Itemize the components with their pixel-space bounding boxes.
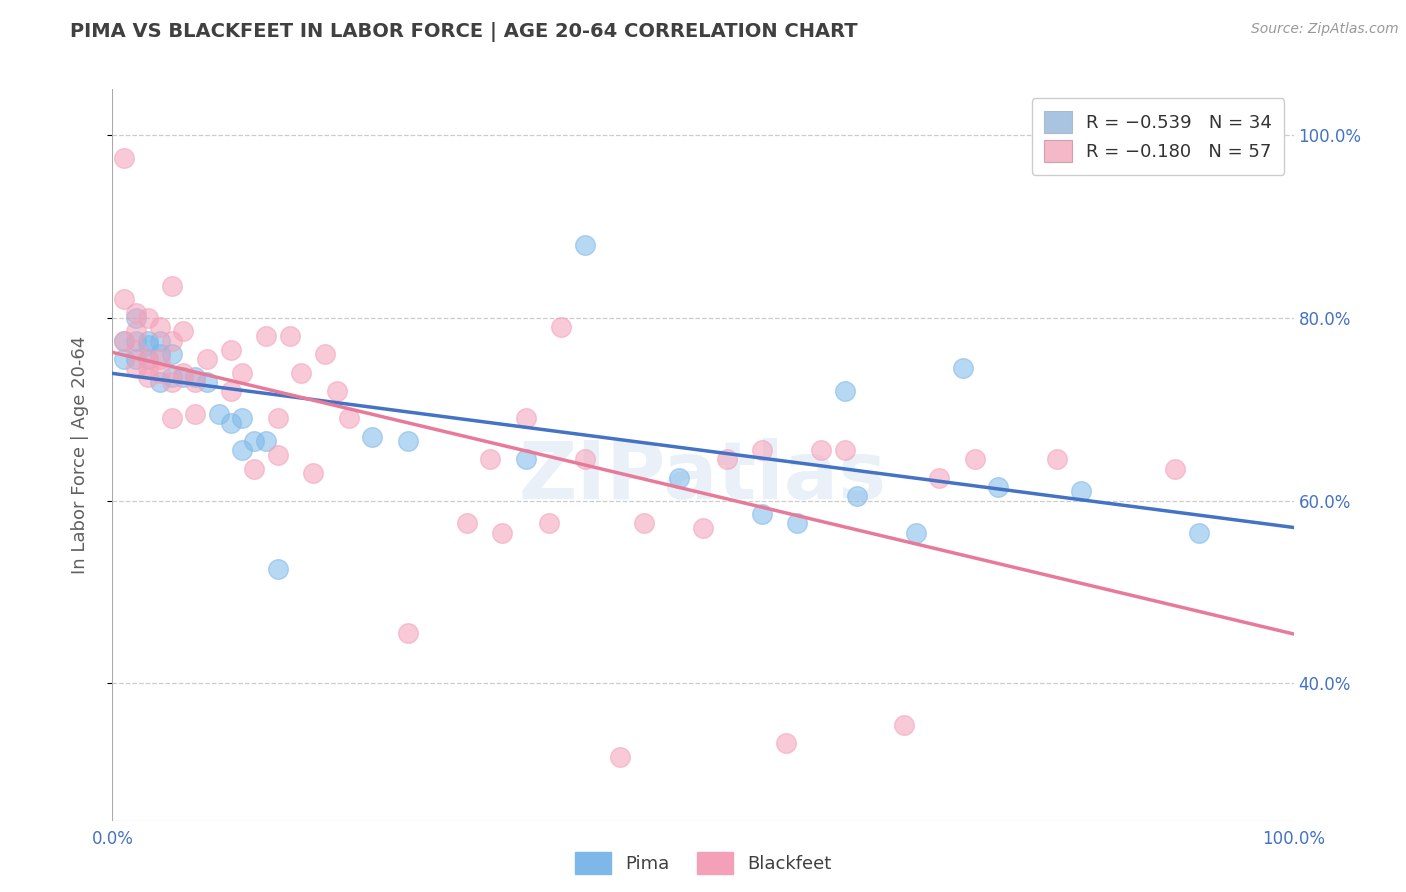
Point [243, 461, 266, 475]
Point [160, 375, 183, 389]
Point [125, 361, 148, 376]
Point [834, 384, 856, 398]
Point [267, 411, 290, 425]
Point [149, 319, 172, 334]
Point [231, 366, 253, 380]
Point [314, 347, 336, 361]
Point [208, 407, 231, 421]
Point [160, 370, 183, 384]
Point [149, 351, 172, 366]
Point [337, 411, 360, 425]
Point [219, 343, 242, 357]
Point [160, 347, 183, 361]
Point [254, 329, 277, 343]
Point [136, 351, 159, 366]
Point [172, 366, 194, 380]
Point [184, 370, 207, 384]
Y-axis label: In Labor Force | Age 20-64: In Labor Force | Age 20-64 [70, 335, 89, 574]
Point [834, 443, 856, 458]
Point [254, 434, 277, 449]
Point [136, 370, 159, 384]
Point [692, 521, 714, 535]
Point [963, 452, 986, 467]
Point [810, 443, 832, 458]
Point [668, 471, 690, 485]
Point [160, 334, 183, 348]
Point [172, 370, 194, 384]
Point [928, 471, 950, 485]
Point [987, 480, 1010, 494]
Point [290, 366, 312, 380]
Point [1164, 461, 1187, 475]
Point [1188, 525, 1211, 540]
Point [219, 384, 242, 398]
Point [125, 343, 148, 357]
Point [160, 411, 183, 425]
Point [396, 434, 419, 449]
Point [112, 334, 135, 348]
Point [243, 434, 266, 449]
Point [267, 448, 290, 462]
Point [149, 334, 172, 348]
Point [845, 489, 868, 503]
Point [456, 516, 478, 531]
Point [195, 351, 218, 366]
Point [125, 334, 148, 348]
Point [149, 347, 172, 361]
Point [231, 443, 253, 458]
Point [550, 319, 572, 334]
Point [775, 736, 797, 750]
Point [125, 325, 148, 339]
Point [751, 443, 773, 458]
Point [184, 375, 207, 389]
Point [952, 361, 974, 376]
Point [1046, 452, 1069, 467]
Point [136, 351, 159, 366]
Point [751, 508, 773, 522]
Point [125, 310, 148, 325]
Point [515, 411, 537, 425]
Point [136, 361, 159, 376]
Point [125, 351, 148, 366]
Point [172, 325, 194, 339]
Point [149, 366, 172, 380]
Point [278, 329, 301, 343]
Text: PIMA VS BLACKFEET IN LABOR FORCE | AGE 20-64 CORRELATION CHART: PIMA VS BLACKFEET IN LABOR FORCE | AGE 2… [70, 22, 858, 42]
Point [136, 338, 159, 352]
Point [396, 626, 419, 640]
Point [904, 525, 927, 540]
Point [149, 375, 172, 389]
Point [136, 334, 159, 348]
Point [112, 334, 135, 348]
Point [326, 384, 349, 398]
Point [574, 452, 596, 467]
Point [574, 237, 596, 252]
Point [609, 749, 631, 764]
Point [633, 516, 655, 531]
Point [538, 516, 561, 531]
Text: ZIPatlas: ZIPatlas [519, 438, 887, 516]
Point [302, 466, 325, 480]
Point [479, 452, 502, 467]
Point [491, 525, 513, 540]
Point [136, 310, 159, 325]
Point [716, 452, 738, 467]
Point [267, 562, 290, 576]
Point [125, 306, 148, 320]
Point [361, 429, 384, 443]
Point [231, 411, 253, 425]
Point [112, 351, 135, 366]
Text: Source: ZipAtlas.com: Source: ZipAtlas.com [1251, 22, 1399, 37]
Point [786, 516, 808, 531]
Point [893, 717, 915, 731]
Point [160, 278, 183, 293]
Point [184, 407, 207, 421]
Point [112, 151, 135, 165]
Point [515, 452, 537, 467]
Point [195, 375, 218, 389]
Legend: Pima, Blackfeet: Pima, Blackfeet [568, 845, 838, 881]
Point [1070, 484, 1092, 499]
Point [219, 416, 242, 430]
Point [112, 293, 135, 307]
